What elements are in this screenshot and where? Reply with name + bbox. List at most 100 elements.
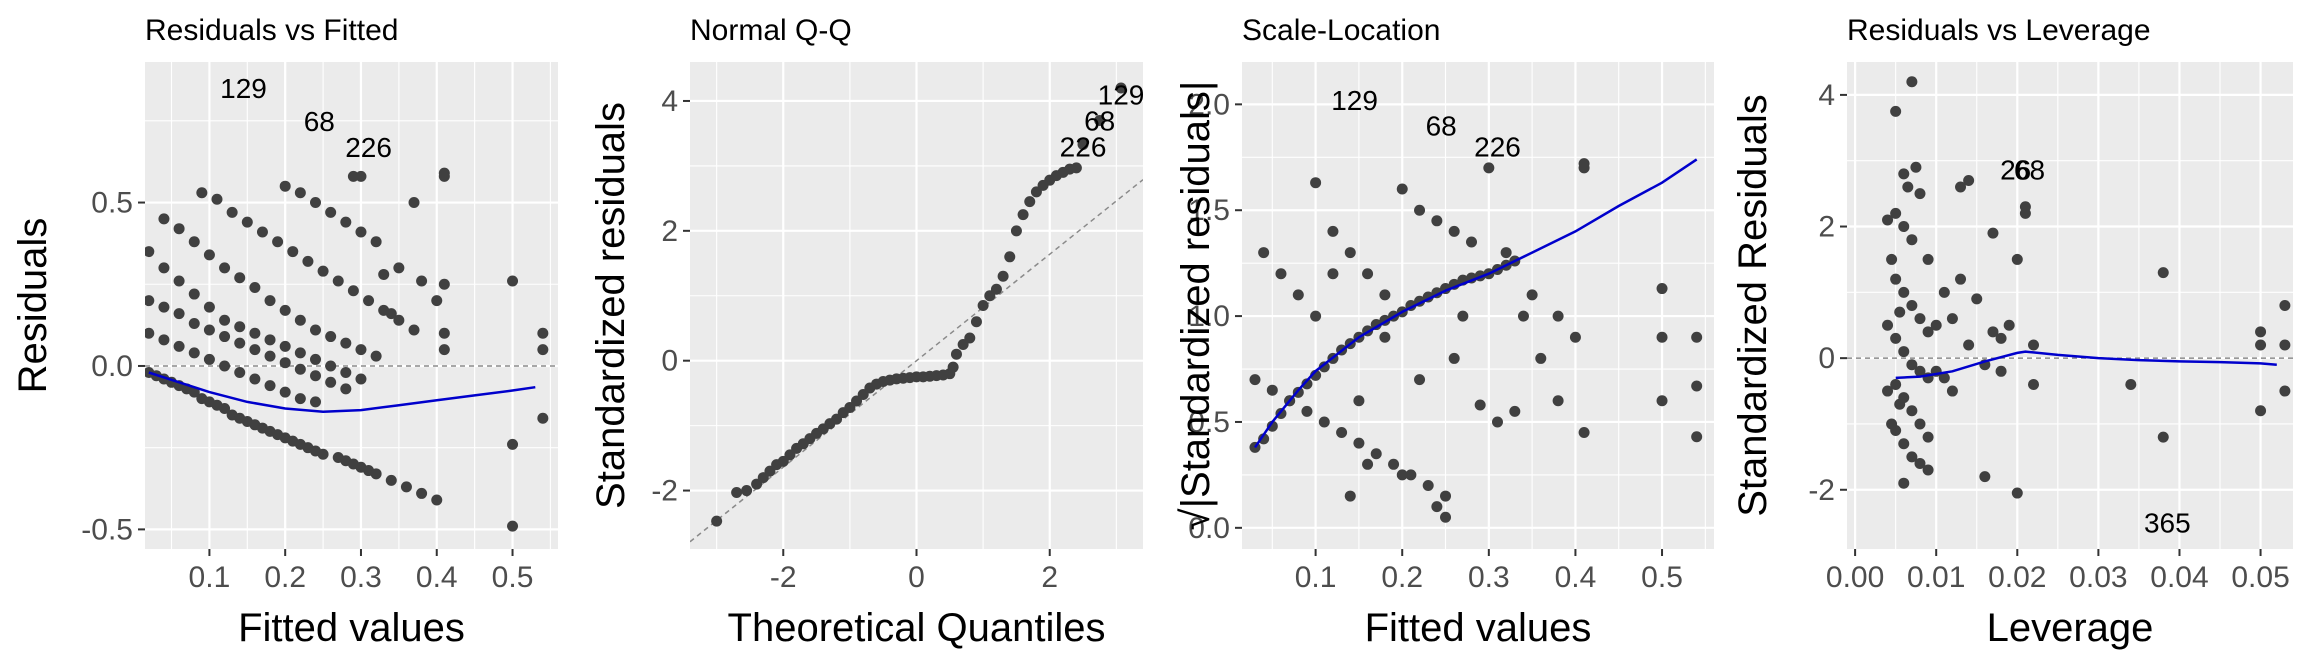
panel-1-point: [249, 327, 261, 339]
panel-3-x-axis-title: Fitted values: [1365, 606, 1592, 650]
panel-3-point: [1569, 331, 1581, 343]
panel-1-point: [385, 308, 397, 320]
panel-4-point: [1946, 385, 1958, 397]
panel-4-x-tick-label: 0.04: [2150, 561, 2208, 594]
panel-3-point: [1656, 283, 1668, 295]
panel-4-y-tick-label: 2: [1818, 211, 1835, 244]
panel-4-point: [1914, 418, 1926, 430]
panel-1-x-axis-title: Fitted values: [238, 606, 465, 650]
panel-3-point: [1266, 384, 1278, 396]
panel-4-point: [1987, 326, 1999, 338]
panel-1-point: [347, 285, 359, 297]
panel-4-point: [1955, 273, 1967, 285]
panel-1-point: [173, 308, 185, 320]
panel-4-point: [2255, 326, 2267, 338]
panel-2-point: [964, 332, 976, 344]
panel-1-point: [188, 317, 200, 329]
panel-3-x-tick-label: 0.3: [1468, 561, 1510, 594]
panel-4-y-axis-title: Standardized Residuals: [1731, 94, 1775, 516]
panel-4-x-tick-label: 0.02: [1988, 561, 2046, 594]
panel-3-point: [1691, 331, 1703, 343]
panel-1-point: [317, 265, 329, 277]
panel-2-x-tick-label: 2: [1041, 561, 1058, 594]
panel-4-point: [1914, 313, 1926, 325]
panel-4-point: [1963, 339, 1975, 351]
panel-2-y-tick-label: -2: [651, 475, 678, 508]
panel-3-point: [1509, 405, 1521, 417]
panel-2-reference-line: [690, 179, 1143, 543]
panel-4-point: [1922, 464, 1934, 476]
panel-1-title: Residuals vs Fitted: [145, 14, 398, 47]
panel-1-point: [173, 275, 185, 287]
panel-1-point: [332, 275, 344, 287]
panel-1-point: [188, 347, 200, 359]
panel-4-point: [2279, 339, 2291, 351]
panel-4-point: [1914, 188, 1926, 200]
panel-1-points: [145, 167, 549, 532]
panel-3-point: [1431, 501, 1443, 513]
panel-2-title: Normal Q-Q: [690, 14, 852, 47]
panel-4-point: [1890, 207, 1902, 219]
panel-1-point: [211, 193, 223, 205]
panel-3-point: [1379, 289, 1391, 301]
panel-4-point: [1995, 365, 2007, 377]
panel-4-points: [1882, 76, 2291, 499]
panel-1-point: [347, 170, 359, 182]
panel-1-point: [256, 226, 268, 238]
panel-1-point: [279, 386, 291, 398]
panel-1-point: [264, 295, 276, 307]
panel-4-point: [1898, 346, 1910, 358]
panel-4-point-label: 26: [2000, 154, 2031, 185]
panel-3-point: [1318, 416, 1330, 428]
panel-3-point: [1422, 479, 1434, 491]
panel-3-point: [1691, 431, 1703, 443]
panel-1-point: [325, 360, 337, 372]
panel-1-point: [203, 324, 215, 336]
panel-3-plot-area: [1242, 62, 1714, 549]
panel-4-x-tick-label: 0.03: [2069, 561, 2127, 594]
panel-4-point: [1890, 105, 1902, 117]
panel-4-point: [1910, 161, 1922, 173]
panel-3-point: [1249, 374, 1261, 386]
panel-3-point: [1656, 395, 1668, 407]
panel-3-point: [1414, 204, 1426, 216]
panel-1-point: [340, 367, 352, 379]
panel-1-x-tick-label: 0.5: [492, 561, 534, 594]
panel-1-point: [234, 321, 246, 333]
panel-4-point: [1938, 286, 1950, 298]
panel-3-y-tick-label: 0.0: [1188, 512, 1230, 545]
panel-2-point: [947, 361, 959, 373]
panel-2-point: [731, 487, 743, 499]
panel-1-point: [188, 288, 200, 300]
panel-1-point-label: 68: [304, 106, 335, 137]
panel-1-point: [370, 350, 382, 362]
panel-3-point: [1578, 162, 1590, 174]
panel-4-x-tick-label: 0.00: [1826, 561, 1884, 594]
panel-2-point: [1094, 114, 1106, 126]
panel-4-point: [1882, 319, 1894, 331]
panel-4-title: Residuals vs Leverage: [1847, 14, 2151, 47]
panel-3-point: [1405, 469, 1417, 481]
panel-3-point: [1500, 247, 1512, 259]
panel-2-point: [1017, 209, 1029, 221]
panel-1-point: [279, 357, 291, 369]
panel-1-point: [302, 255, 314, 267]
panel-3-point: [1327, 225, 1339, 237]
panel-3-point: [1552, 395, 1564, 407]
panel-3-point: [1292, 289, 1304, 301]
panel-4-point: [1898, 477, 1910, 489]
panel-4-point: [1922, 431, 1934, 443]
panel-2-point: [1024, 196, 1036, 208]
panel-3-point: [1362, 458, 1374, 470]
panel-3-scale-location: 129 68 226 0.1 0.2 0.3 0.4 0.5 0.0 0.5 1.0 1.5 2.0 Sc…: [1174, 14, 1714, 650]
panel-2-point: [711, 515, 723, 527]
panel-4-point: [2011, 253, 2023, 265]
panel-2-point: [970, 316, 982, 328]
panel-1-point: [325, 376, 337, 388]
panel-4-point: [2279, 300, 2291, 311]
panel-3-point: [1275, 268, 1287, 280]
panel-4-point: [1906, 359, 1918, 371]
panel-3-point: [1448, 352, 1460, 364]
panel-4-point: [1971, 293, 1983, 305]
